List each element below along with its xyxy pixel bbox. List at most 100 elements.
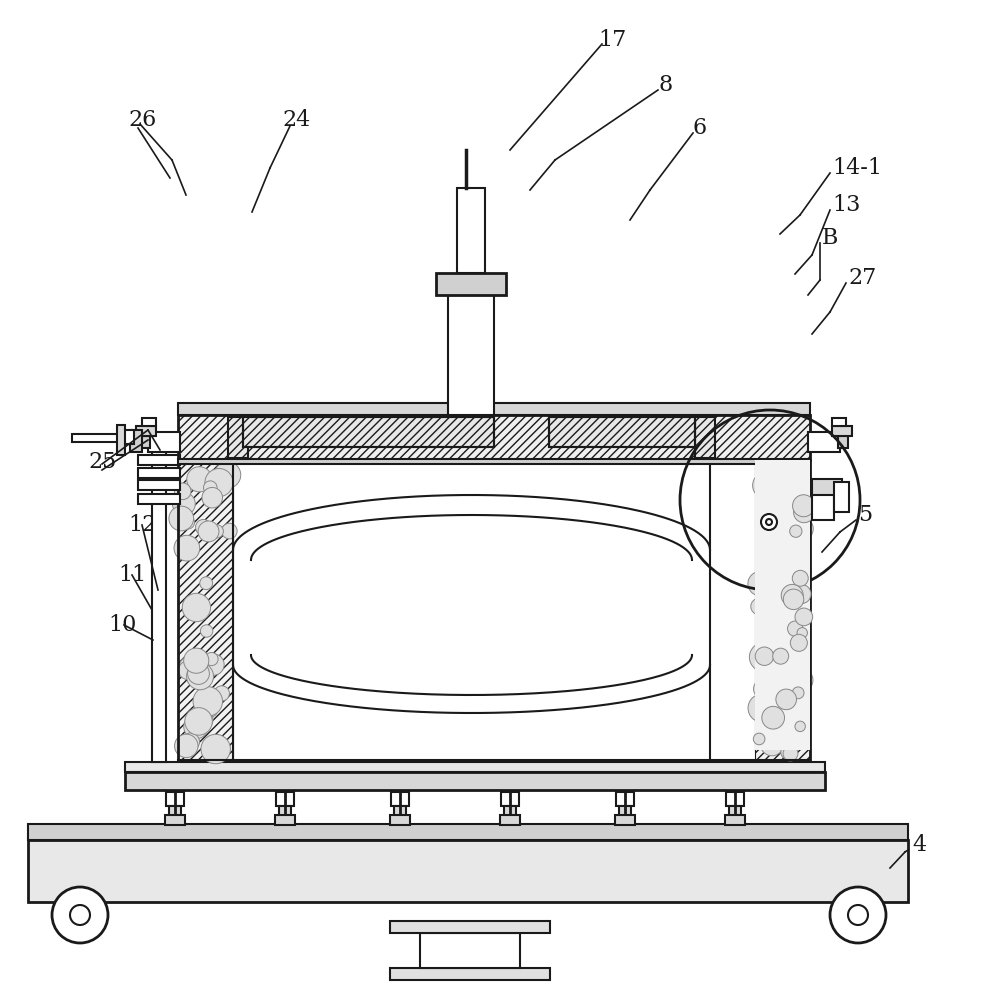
Circle shape	[789, 486, 806, 504]
Bar	[243, 417, 494, 447]
Circle shape	[776, 489, 802, 516]
Bar	[615, 815, 635, 825]
Circle shape	[184, 715, 208, 739]
Bar	[448, 295, 494, 415]
Bar	[619, 806, 631, 816]
Circle shape	[760, 733, 783, 755]
Bar	[436, 273, 506, 295]
Circle shape	[201, 735, 230, 763]
Circle shape	[766, 519, 772, 525]
Bar	[549, 417, 695, 447]
Text: 5: 5	[858, 504, 872, 526]
Circle shape	[187, 663, 214, 690]
Circle shape	[187, 466, 212, 492]
Circle shape	[797, 628, 807, 638]
Circle shape	[793, 562, 811, 580]
Bar	[72, 434, 127, 442]
Bar	[178, 459, 810, 464]
Bar	[138, 480, 180, 490]
Text: 26: 26	[128, 109, 156, 131]
Circle shape	[179, 656, 201, 677]
Circle shape	[775, 626, 791, 642]
Circle shape	[191, 659, 214, 682]
Bar	[420, 933, 520, 968]
Bar	[832, 418, 846, 426]
Circle shape	[788, 621, 803, 637]
Circle shape	[196, 520, 211, 536]
Circle shape	[185, 708, 212, 736]
Bar	[178, 415, 810, 460]
Circle shape	[174, 483, 191, 500]
Bar	[279, 806, 291, 816]
Circle shape	[761, 458, 790, 488]
Circle shape	[783, 526, 799, 543]
Circle shape	[792, 687, 804, 699]
Circle shape	[754, 679, 773, 699]
Bar	[243, 417, 494, 447]
Bar	[169, 806, 181, 816]
Circle shape	[753, 472, 779, 499]
Circle shape	[757, 623, 783, 648]
Bar	[142, 418, 156, 426]
Text: 11: 11	[118, 564, 146, 586]
Circle shape	[782, 593, 796, 607]
Bar	[808, 432, 840, 452]
Bar	[178, 460, 233, 760]
Text: 6: 6	[693, 117, 707, 139]
Bar	[148, 432, 180, 452]
Circle shape	[184, 648, 209, 673]
Circle shape	[182, 733, 200, 750]
Bar	[390, 815, 410, 825]
Circle shape	[783, 746, 798, 761]
Circle shape	[200, 625, 213, 638]
Circle shape	[787, 583, 809, 605]
Circle shape	[774, 461, 790, 477]
Circle shape	[830, 887, 886, 943]
Bar	[125, 772, 825, 790]
Circle shape	[760, 708, 789, 737]
Circle shape	[748, 571, 772, 596]
Bar	[138, 494, 180, 504]
Bar	[695, 417, 715, 458]
Bar	[165, 815, 185, 825]
Circle shape	[52, 887, 108, 943]
Bar	[130, 430, 142, 452]
Circle shape	[205, 468, 233, 497]
Circle shape	[203, 654, 224, 675]
Circle shape	[795, 678, 810, 693]
Circle shape	[174, 536, 200, 561]
Bar	[394, 806, 406, 816]
Circle shape	[756, 485, 778, 507]
Bar	[391, 792, 409, 806]
Circle shape	[182, 593, 211, 622]
Text: 27: 27	[848, 267, 876, 289]
Circle shape	[781, 745, 795, 759]
Circle shape	[789, 668, 813, 692]
Bar	[28, 824, 908, 840]
Text: 4: 4	[912, 834, 926, 856]
Circle shape	[214, 686, 229, 701]
Text: 24: 24	[282, 109, 310, 131]
Bar	[755, 460, 810, 760]
Text: 12: 12	[128, 514, 156, 536]
Bar	[832, 426, 852, 436]
Bar	[729, 806, 741, 816]
Circle shape	[175, 735, 198, 757]
Circle shape	[777, 692, 802, 717]
Circle shape	[70, 905, 90, 925]
Text: 25: 25	[88, 451, 116, 473]
Bar	[275, 815, 295, 825]
Text: B: B	[822, 227, 838, 249]
Circle shape	[200, 577, 213, 590]
Text: 13: 13	[832, 194, 860, 216]
Circle shape	[192, 709, 213, 730]
Circle shape	[202, 487, 222, 508]
Text: 8: 8	[658, 74, 672, 96]
Circle shape	[755, 647, 774, 665]
Circle shape	[770, 476, 784, 491]
Bar	[726, 792, 744, 806]
Circle shape	[762, 602, 779, 620]
Bar	[136, 426, 156, 436]
Circle shape	[783, 589, 804, 610]
Bar	[457, 188, 485, 273]
